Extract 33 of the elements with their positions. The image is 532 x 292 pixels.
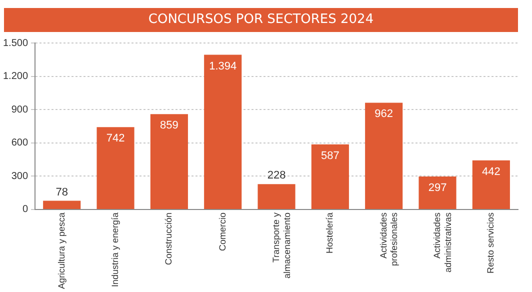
bar [365, 102, 403, 209]
bar [418, 176, 456, 209]
bar [204, 54, 242, 209]
y-tick-label: 900 [11, 104, 28, 116]
data-label: 962 [374, 108, 394, 120]
x-tick-label: Comercio [217, 212, 228, 251]
data-label: 228 [267, 170, 286, 182]
y-tick-label: 0 [22, 204, 28, 216]
bar [43, 200, 81, 209]
y-tick-label: 1.500 [2, 38, 28, 49]
y-tick-label: 600 [11, 138, 28, 149]
bar [150, 114, 188, 209]
chart-title: CONCURSOS POR SECTORES 2024 [4, 8, 518, 32]
data-label: 742 [106, 132, 125, 145]
x-tick-label: Agricultura y pesca [56, 212, 66, 290]
data-label: 1.394 [209, 60, 237, 72]
x-tick-label: Construcción [164, 212, 174, 265]
y-tick-label: 300 [11, 170, 28, 182]
bar [311, 144, 349, 209]
data-label: 78 [56, 186, 68, 198]
data-label: 297 [428, 182, 447, 194]
bar [96, 127, 134, 209]
data-label: 587 [320, 150, 340, 162]
x-tick-label: Industria y energía [110, 212, 120, 288]
x-tick-label: Resto servicios [486, 212, 496, 274]
x-tick-label: Hostelería [324, 212, 335, 254]
x-tick-label: Transporte y almacenamiento [270, 212, 292, 279]
bar [258, 184, 296, 209]
data-label: 442 [482, 166, 500, 178]
y-tick-label: 1.200 [2, 71, 28, 82]
data-label: 859 [160, 120, 178, 132]
x-tick-label: Actividades profesionales [378, 212, 400, 266]
bar [472, 160, 510, 209]
